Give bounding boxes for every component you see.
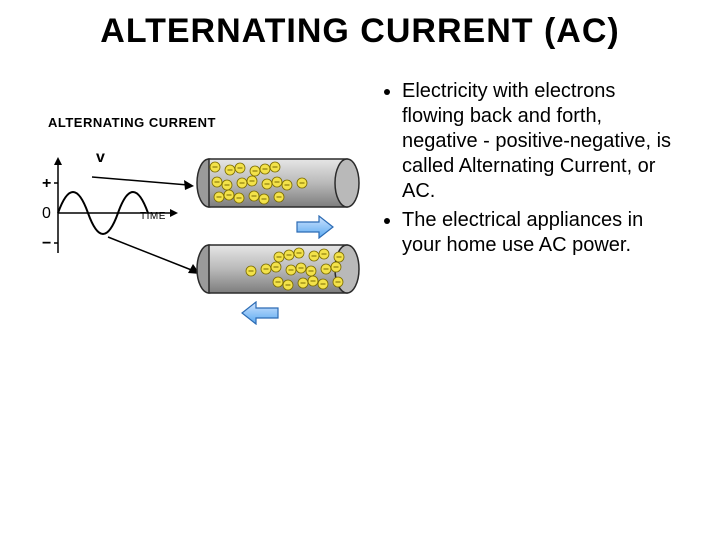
bullet-item: The electrical appliances in your home u…	[402, 208, 680, 258]
text-column: Electricity with electrons flowing back …	[380, 79, 680, 319]
pointer-bottom	[98, 229, 208, 289]
bullet-list: Electricity with electrons flowing back …	[380, 79, 680, 258]
axis-plus-label: +	[42, 175, 51, 193]
bullet-item: Electricity with electrons flowing back …	[402, 79, 680, 204]
diagram-title: ALTERNATING CURRENT	[48, 115, 216, 130]
slide-title: ALTERNATING CURRENT (AC)	[40, 12, 680, 51]
drift-arrow-right-icon	[295, 215, 335, 239]
content-row: ALTERNATING CURRENT v + 0 − TIME	[40, 79, 680, 319]
wire-top	[195, 153, 360, 213]
axis-minus-label: −	[42, 235, 51, 253]
slide: ALTERNATING CURRENT (AC) ALTERNATING CUR…	[0, 0, 720, 540]
pointer-top	[80, 159, 200, 209]
axis-zero-label: 0	[42, 205, 51, 223]
drift-arrow-left-icon	[240, 301, 280, 325]
axis-time-label: TIME	[140, 211, 166, 222]
ac-diagram: ALTERNATING CURRENT v + 0 − TIME	[40, 109, 370, 319]
diagram-column: ALTERNATING CURRENT v + 0 − TIME	[40, 79, 370, 319]
wire-bottom	[195, 239, 360, 299]
